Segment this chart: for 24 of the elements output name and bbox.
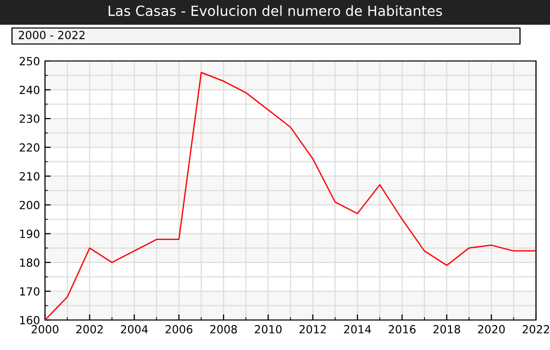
x-tick-label: 2014 <box>344 325 371 334</box>
x-tick-label: 2008 <box>210 325 237 334</box>
x-tick-label: 2000 <box>32 325 58 334</box>
x-tick-label: 2022 <box>522 325 550 334</box>
x-tick-label: 2010 <box>254 325 282 334</box>
y-tick-label: 240 <box>20 86 40 94</box>
x-tick-label: 2020 <box>478 325 505 334</box>
y-tick-label: 230 <box>20 114 40 123</box>
x-tick-label: 2006 <box>166 325 192 334</box>
y-tick-label: 180 <box>20 258 40 267</box>
x-tick-label: 2002 <box>76 325 103 334</box>
x-tick-label: 2004 <box>120 325 148 334</box>
y-tick-label: 170 <box>20 287 40 296</box>
x-tick-label: 2016 <box>388 325 416 334</box>
y-tick-label: 220 <box>20 143 40 152</box>
chart-subtitle: 2000 - 2022 <box>18 30 85 40</box>
y-tick-label: 160 <box>20 316 40 324</box>
chart-title: Las Casas - Evolucion del numero de Habitantes <box>108 5 442 16</box>
y-tick-label: 200 <box>20 200 40 210</box>
y-tick-label: 250 <box>20 56 40 66</box>
x-tick-label: 2012 <box>299 325 326 334</box>
x-tick-label: 2018 <box>433 325 460 334</box>
y-tick-label: 190 <box>20 230 40 238</box>
y-tick-label: 210 <box>20 172 40 180</box>
